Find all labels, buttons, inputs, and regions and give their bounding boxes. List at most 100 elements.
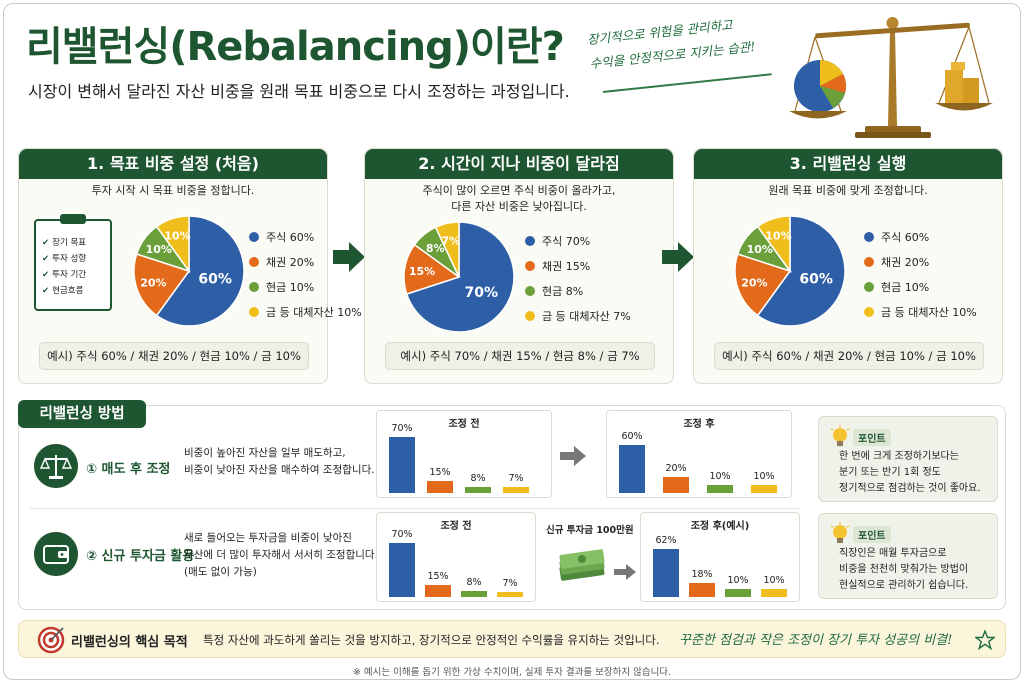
checklist-item: ✔ 투자 기간: [42, 270, 87, 280]
pie-slice: [405, 221, 515, 333]
bar-chart-title: 조정 후(예시): [690, 521, 750, 532]
pie-slice-label: 20%: [741, 277, 767, 290]
bar-value-label: 10%: [753, 471, 775, 482]
legend-item: 현금 10%: [864, 279, 977, 304]
clipboard-icon: ✔ 장기 목표 ✔ 투자 성향 ✔ 투자 기간 ✔ 현금흐름: [34, 214, 112, 311]
method-2-desc-line: 새로 들어오는 투자금을 비중이 낮아진: [184, 532, 352, 544]
point-text: 직장인은 매월 투자금으로 비중을 천천히 맞춰가는 방법이 현실적으로 관리하…: [839, 546, 968, 594]
pie-slice: [155, 215, 190, 274]
balance-scale-icon: [789, 17, 993, 138]
method-1-desc-line: 비중이 높아진 자산을 일부 매도하고,: [184, 447, 346, 459]
legend-item: 금 등 대체자산 10%: [864, 304, 977, 329]
point-badge: 포인트: [853, 429, 891, 446]
pie-slice-label: 20%: [140, 277, 166, 290]
legend-item: 채권 20%: [864, 254, 977, 279]
step-1-title: 1. 목표 비중 설정 (처음): [19, 149, 327, 179]
arrow-right-icon: [662, 242, 694, 272]
bar-chart-title: 조정 후: [683, 419, 715, 430]
pie-slice-label: 10%: [747, 243, 773, 256]
bar-value-label: 15%: [429, 467, 451, 478]
bar: [465, 486, 491, 493]
pie-slice-label: 7%: [441, 235, 460, 248]
pie-slice-label: 10%: [164, 229, 190, 242]
bar-value-label: 20%: [665, 463, 687, 474]
legend-2: 주식 70% 채권 15% 현금 8% 금 등 대체자산 7%: [525, 233, 631, 333]
point-box-1: 포인트 한 번에 크게 조정하기보다는 분기 또는 반기 1회 정도 정기적으로…: [818, 416, 998, 502]
legend-item: 현금 10%: [249, 279, 362, 304]
step-2-desc: 주식이 많이 오르면 주식 비중이 올라가고, 다른 자산 비중은 낮아집니다.: [365, 183, 673, 215]
method-2-desc: 새로 들어오는 투자금을 비중이 낮아진 자산에 더 많이 투자해서 서서히 조…: [184, 530, 378, 581]
step-card-1: 1. 목표 비중 설정 (처음) 투자 시작 시 목표 비중을 정합니다. ✔ 장…: [18, 148, 362, 384]
wallet-icon: [34, 532, 78, 576]
bar-chart-after-2: 조정 후(예시) 62% 18% 10% 10%: [640, 512, 800, 602]
arrow-right-icon: [333, 242, 365, 272]
step-2-desc-line: 다른 자산 비중은 낮아집니다.: [451, 200, 587, 213]
bar: [389, 437, 415, 493]
bar: [751, 485, 777, 493]
check-icon: ✔: [42, 286, 50, 296]
point-line: 정기적으로 점검하는 것이 좋아요.: [839, 483, 981, 494]
pie-chart-rebalanced: 60% 20% 10%10%: [734, 215, 846, 327]
bar-value-label: 10%: [763, 575, 785, 587]
step-card-3: 3. 리밸런싱 실행 원래 목표 비중에 맞게 조정합니다. 60% 20% 10%…: [693, 148, 1003, 384]
bar-chart-after-1: 조정 후 60% 20% 10% 10%: [606, 410, 792, 498]
bar-value-label: 7%: [502, 577, 518, 589]
checklist-item: ✔ 장기 목표: [42, 238, 87, 248]
legend-3: 주식 60% 채권 20% 현금 10% 금 등 대체자산 10%: [864, 229, 977, 329]
step-1-desc-line: 투자 시작 시 목표 비중을 정합니다.: [91, 184, 255, 197]
step-3-desc-line: 원래 목표 비중에 맞게 조정합니다.: [768, 184, 928, 197]
check-icon: ✔: [42, 254, 50, 264]
pie-slice: [133, 253, 191, 317]
step-3-example: 예시) 주식 60% / 채권 20% / 현금 10% / 금 10%: [714, 342, 984, 370]
method-1-name: ① 매도 후 조정: [86, 462, 171, 477]
pie-slice: [434, 221, 460, 278]
pie-slice-label: 60%: [198, 271, 232, 287]
clipboard-clip: [60, 214, 86, 224]
lightbulb-icon: [830, 522, 850, 543]
bar: [619, 445, 645, 493]
core-handwritten: 꾸준한 점검과 작은 조정이 장기 투자 성공의 비결!: [679, 633, 953, 648]
bar: [503, 487, 529, 493]
check-icon: ✔: [42, 238, 50, 248]
legend-item: 채권 20%: [249, 254, 362, 279]
bar-value-label: 10%: [709, 471, 731, 482]
method-2-name: ② 신규 투자금 활용: [86, 549, 195, 564]
step-card-2: 2. 시간이 지나 비중이 달라짐 주식이 많이 오르면 주식 비중이 올라가고…: [364, 148, 674, 384]
bar: [707, 485, 733, 493]
checklist-item: ✔ 투자 성향: [42, 254, 87, 264]
page-subtitle: 시장이 변해서 달라진 자산 비중을 원래 목표 비중으로 다시 조정하는 과정…: [28, 82, 570, 101]
pie-slice: [734, 253, 792, 317]
pie-slice: [756, 215, 846, 327]
pie-slice-label: 10%: [765, 229, 791, 242]
bar-value-label: 18%: [691, 569, 713, 581]
bar-value-label: 8%: [466, 576, 482, 588]
pie-chart-target: 60% 20% 10%10%: [133, 215, 245, 327]
pie-slice-label: 15%: [409, 265, 435, 278]
pie-slice-label: 60%: [799, 271, 833, 287]
pie-slice-label: 10%: [146, 243, 172, 256]
legend-item: 금 등 대체자산 10%: [249, 304, 362, 329]
arrow-right-icon: [560, 446, 586, 466]
star-icon: [975, 630, 995, 650]
bar-value-label: 60%: [621, 431, 643, 442]
bar-chart-title: 조정 전: [440, 521, 472, 532]
bar: [425, 585, 451, 597]
method-2-desc-line: 자산에 더 많이 투자해서 서서히 조정합니다.: [184, 549, 378, 561]
point-line: 한 번에 크게 조정하기보다는: [839, 451, 959, 462]
method-1-desc-line: 비중이 낮아진 자산을 매수하여 조정합니다.: [184, 464, 375, 476]
footnote: ※ 예시는 이해를 돕기 위한 가상 수치이며, 실제 투자 결과를 보장하지 …: [352, 667, 672, 678]
bar-value-label: 70%: [391, 423, 413, 434]
check-icon: ✔: [42, 270, 50, 280]
new-money-label: 신규 투자금 100만원: [546, 525, 634, 536]
point-box-2: 포인트 직장인은 매월 투자금으로 비중을 천천히 맞춰가는 방법이 현실적으로…: [818, 513, 998, 599]
point-line: 분기 또는 반기 1회 정도: [839, 467, 941, 478]
step-2-example: 예시) 주식 70% / 채권 15% / 현금 8% / 금 7%: [385, 342, 655, 370]
bar-value-label: 62%: [655, 535, 677, 547]
core-purpose-bar: 리밸런싱의 핵심 목적 특정 자산에 과도하게 쏠리는 것을 방지하고, 장기적…: [18, 620, 1006, 658]
legend-item: 현금 8%: [525, 283, 631, 308]
page-frame: [3, 3, 1021, 680]
methods-title: 리밸런싱 방법: [18, 400, 146, 428]
bar-chart-before-2: 조정 전 70% 15% 8% 7%: [376, 512, 536, 602]
method-1-desc: 비중이 높아진 자산을 일부 매도하고, 비중이 낮아진 자산을 매수하여 조정…: [184, 445, 375, 479]
bar: [663, 477, 689, 493]
